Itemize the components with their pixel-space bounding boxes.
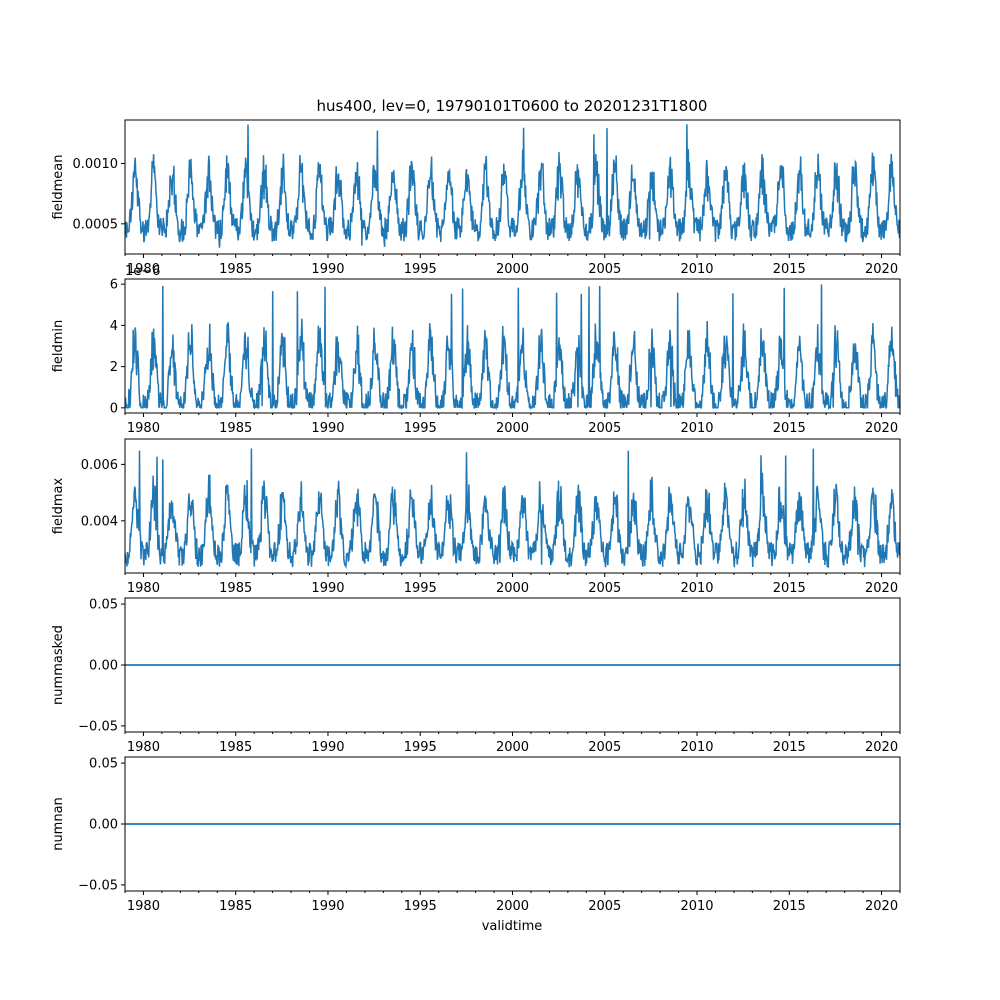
y-axis-label: fieldmin [51, 320, 66, 373]
x-tick-label: 2020 [865, 581, 898, 596]
x-tick-label: 1980 [127, 581, 160, 596]
y-tick-label: 2 [110, 360, 118, 375]
panel-fieldmin: 0 2 4 6 1e−6 fieldmin 1980 1985 1990 1995 2000 2005… [51, 264, 901, 436]
x-tick-label: 1990 [311, 581, 344, 596]
y-tick-label: 0.006 [81, 458, 118, 473]
x-tick-label: 1980 [127, 262, 160, 277]
panel-nummasked: −0.05 0.00 0.05 nummasked 1980 1985 1990 1995 20… [51, 597, 901, 755]
y-tick-label: 0.0010 [73, 157, 119, 172]
y-axis-label: numnan [51, 797, 66, 851]
x-tick-label: 1995 [404, 899, 437, 914]
x-tick-label: 2015 [773, 899, 806, 914]
x-tick-label: 2005 [588, 899, 621, 914]
y-tick-label: 6 [110, 278, 118, 293]
y-tick-label: 0.00 [89, 818, 118, 833]
y-tick-label: −0.05 [78, 878, 118, 893]
series-line-fieldmean [125, 124, 900, 248]
x-tick-label: 2000 [496, 262, 529, 277]
x-tick-label: 1990 [311, 740, 344, 755]
y-tick-label: −0.05 [78, 719, 118, 734]
y-tick-label: 0.0005 [73, 217, 119, 232]
x-tick-label: 2015 [773, 581, 806, 596]
series-line-fieldmin [125, 284, 900, 411]
x-tick-label: 2000 [496, 899, 529, 914]
x-tick-label: 2010 [680, 740, 713, 755]
y-axis-label: nummasked [51, 625, 66, 705]
y-tick-label: 0.00 [89, 659, 118, 674]
x-tick-label: 2020 [865, 421, 898, 436]
x-tick-label: 2005 [588, 421, 621, 436]
x-tick-label: 2015 [773, 262, 806, 277]
x-tick-label: 2020 [865, 740, 898, 755]
y-tick-label: 0 [110, 401, 118, 416]
chart-title: hus400, lev=0, 19790101T0600 to 20201231… [317, 97, 708, 115]
y-axis-label: fieldmax [51, 478, 66, 535]
x-tick-label: 1995 [404, 740, 437, 755]
panel-fieldmax: 0.004 0.006 fieldmax 1980 1985 1990 1995 2000 20… [51, 438, 901, 596]
x-tick-label: 2000 [496, 740, 529, 755]
y-tick-label: 4 [110, 319, 118, 334]
x-tick-label: 1985 [219, 421, 252, 436]
x-tick-label: 1985 [219, 262, 252, 277]
x-tick-label: 1995 [404, 581, 437, 596]
x-tick-label: 2000 [496, 581, 529, 596]
x-tick-label: 2020 [865, 262, 898, 277]
x-tick-label: 2005 [588, 262, 621, 277]
x-tick-label: 2000 [496, 421, 529, 436]
panel-numnan: −0.05 0.00 0.05 numnan 1980 1985 1990 1995 2000 2… [51, 756, 901, 914]
x-tick-label: 1985 [219, 899, 252, 914]
x-tick-label: 2015 [773, 740, 806, 755]
x-tick-label: 2020 [865, 899, 898, 914]
x-tick-label: 2010 [680, 262, 713, 277]
x-tick-label: 1980 [127, 421, 160, 436]
y-tick-label: 0.05 [89, 598, 118, 613]
x-tick-label: 2015 [773, 421, 806, 436]
x-tick-label: 2005 [588, 581, 621, 596]
x-axis-label: validtime [482, 919, 543, 934]
x-tick-label: 1990 [311, 899, 344, 914]
x-tick-label: 1995 [404, 262, 437, 277]
x-tick-label: 2005 [588, 740, 621, 755]
x-tick-label: 1985 [219, 581, 252, 596]
panel-fieldmean: 0.0005 0.0010 fieldmean 1980 1985 1990 1995 200… [51, 119, 901, 277]
series-line-fieldmax [125, 448, 900, 569]
x-tick-label: 2010 [680, 899, 713, 914]
x-tick-label: 1985 [219, 740, 252, 755]
y-tick-label: 0.004 [81, 514, 118, 529]
x-tick-label: 1980 [127, 899, 160, 914]
x-tick-label: 1980 [127, 740, 160, 755]
y-axis-label: fieldmean [51, 155, 66, 220]
x-tick-label: 2010 [680, 581, 713, 596]
x-tick-label: 1990 [311, 421, 344, 436]
y-tick-label: 0.05 [89, 757, 118, 772]
x-tick-label: 1995 [404, 421, 437, 436]
x-tick-label: 1990 [311, 262, 344, 277]
y-offset-text: 1e−6 [125, 264, 160, 279]
x-tick-label: 2010 [680, 421, 713, 436]
